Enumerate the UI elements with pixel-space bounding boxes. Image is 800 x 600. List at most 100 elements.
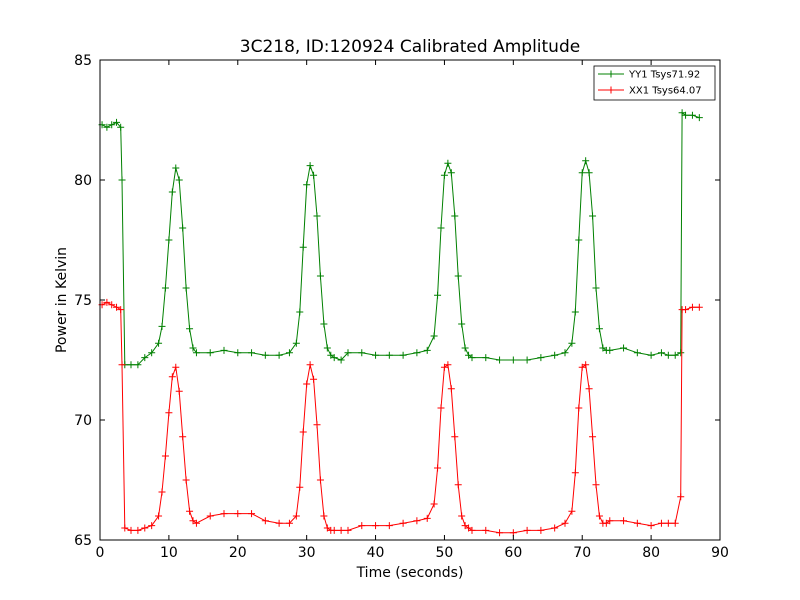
data-point [155,339,163,347]
data-point [108,301,116,309]
x-axis: 0 10 20 30 40 50 60 70 80 90 [96,60,729,561]
data-point [695,114,703,122]
data-point [161,452,169,460]
data-point [682,306,690,314]
y-tick-label: 85 [74,53,92,69]
data-point [575,236,583,244]
data-point [158,488,166,496]
series-0 [98,109,703,369]
data-point [468,354,476,362]
x-tick-label: 0 [96,545,105,561]
data-point [561,519,569,527]
data-point [117,123,125,131]
data-point [148,522,156,530]
data-point [108,121,116,129]
y-tick-label: 65 [74,533,92,549]
data-point [537,526,545,534]
data-point [206,512,214,520]
data-point [141,524,149,532]
data-point [413,517,421,525]
data-point [523,526,531,534]
series-layer [98,109,703,537]
data-point [451,212,459,220]
data-point [434,464,442,472]
data-point [168,188,176,196]
legend-marker [607,70,615,78]
x-tick-label: 50 [436,545,454,561]
data-point [582,361,590,369]
data-point [323,344,331,352]
data-point [158,322,166,330]
data-point [647,351,655,359]
data-point [192,519,200,527]
data-point [275,519,283,527]
data-point [437,224,445,232]
data-point [695,303,703,311]
data-point [310,171,318,179]
data-point [423,346,431,354]
data-point [330,354,338,362]
data-point [568,507,576,515]
data-point [206,349,214,357]
data-point [103,123,111,131]
data-point [358,349,366,357]
data-point [313,212,321,220]
y-axis: 65 70 75 80 85 [74,53,720,549]
data-point [578,169,586,177]
data-point [134,526,142,534]
data-point [430,500,438,508]
data-point [671,351,679,359]
data-point [523,356,531,364]
data-point [310,375,318,383]
data-point [113,118,121,126]
data-point [537,354,545,362]
data-point [571,308,579,316]
data-point [399,351,407,359]
data-point [182,476,190,484]
data-point [175,387,183,395]
data-point [592,284,600,292]
data-point [118,176,126,184]
x-tick-label: 90 [711,545,729,561]
data-point [306,361,314,369]
data-point [509,356,517,364]
data-point [192,349,200,357]
data-point [458,512,466,520]
data-point [568,339,576,347]
data-point [688,303,696,311]
x-tick-label: 60 [504,545,522,561]
data-point [496,356,504,364]
legend-marker [607,86,615,94]
data-point [220,346,228,354]
data-point [337,356,345,364]
data-point [292,339,300,347]
series-line [101,111,700,366]
data-point [179,224,187,232]
data-point [344,526,352,534]
data-point [447,169,455,177]
data-point [677,493,685,501]
x-axis-label: Time (seconds) [356,565,464,581]
data-point [155,512,163,520]
data-point [633,519,641,527]
data-point [320,320,328,328]
legend-item: XX1 Tsys64.07 [598,86,702,97]
data-point [575,404,583,412]
x-tick-label: 20 [229,545,247,561]
y-tick-label: 80 [74,173,92,189]
data-point [385,351,393,359]
data-point [468,526,476,534]
data-point [585,385,593,393]
data-point [482,526,490,534]
data-point [316,476,324,484]
data-point [168,373,176,381]
data-point [372,351,380,359]
legend: YY1 Tsys71.92 XX1 Tsys64.07 [593,65,716,101]
x-tick-label: 80 [642,545,660,561]
data-point [358,522,366,530]
data-point [633,349,641,357]
data-point [447,385,455,393]
data-point [434,291,442,299]
data-point [461,344,469,352]
data-point [285,349,293,357]
